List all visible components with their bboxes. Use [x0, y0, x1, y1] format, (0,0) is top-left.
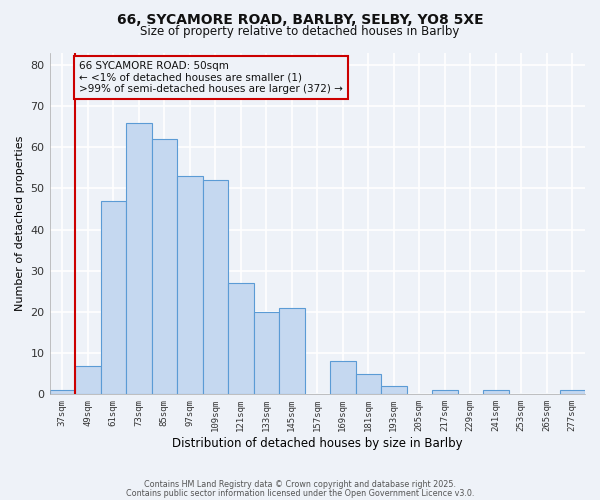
Y-axis label: Number of detached properties: Number of detached properties — [15, 136, 25, 311]
Text: Size of property relative to detached houses in Barlby: Size of property relative to detached ho… — [140, 25, 460, 38]
Bar — [228, 283, 254, 395]
Bar — [177, 176, 203, 394]
Bar — [279, 308, 305, 394]
Bar — [330, 362, 356, 394]
Bar — [254, 312, 279, 394]
Bar — [126, 122, 152, 394]
Bar — [432, 390, 458, 394]
Bar — [50, 390, 75, 394]
Bar — [152, 139, 177, 394]
Text: 66, SYCAMORE ROAD, BARLBY, SELBY, YO8 5XE: 66, SYCAMORE ROAD, BARLBY, SELBY, YO8 5X… — [116, 12, 484, 26]
Bar — [483, 390, 509, 394]
Text: Contains public sector information licensed under the Open Government Licence v3: Contains public sector information licen… — [126, 488, 474, 498]
Bar — [356, 374, 381, 394]
Text: Contains HM Land Registry data © Crown copyright and database right 2025.: Contains HM Land Registry data © Crown c… — [144, 480, 456, 489]
Bar — [381, 386, 407, 394]
Bar — [101, 201, 126, 394]
Bar — [560, 390, 585, 394]
Bar — [75, 366, 101, 394]
X-axis label: Distribution of detached houses by size in Barlby: Distribution of detached houses by size … — [172, 437, 463, 450]
Bar — [203, 180, 228, 394]
Text: 66 SYCAMORE ROAD: 50sqm
← <1% of detached houses are smaller (1)
>99% of semi-de: 66 SYCAMORE ROAD: 50sqm ← <1% of detache… — [79, 60, 343, 94]
